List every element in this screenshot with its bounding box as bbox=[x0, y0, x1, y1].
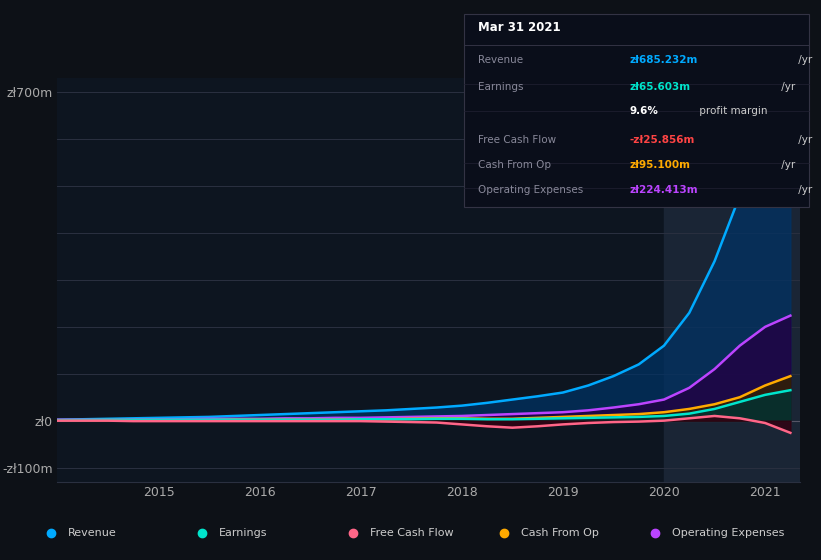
Bar bbox=[664, 78, 800, 482]
Text: 9.6%: 9.6% bbox=[630, 106, 658, 115]
Text: -zł25.856m: -zł25.856m bbox=[630, 134, 695, 144]
Text: /yr: /yr bbox=[795, 185, 812, 195]
Text: /yr: /yr bbox=[778, 160, 796, 170]
Text: Free Cash Flow: Free Cash Flow bbox=[478, 134, 556, 144]
Text: Earnings: Earnings bbox=[478, 82, 523, 92]
Text: Earnings: Earnings bbox=[218, 529, 267, 538]
Text: Cash From Op: Cash From Op bbox=[521, 529, 599, 538]
Text: zł685.232m: zł685.232m bbox=[630, 55, 698, 66]
Text: /yr: /yr bbox=[795, 55, 812, 66]
Text: zł65.603m: zł65.603m bbox=[630, 82, 690, 92]
Text: Mar 31 2021: Mar 31 2021 bbox=[478, 21, 560, 34]
Text: /yr: /yr bbox=[778, 82, 796, 92]
Text: zł224.413m: zł224.413m bbox=[630, 185, 698, 195]
Text: Revenue: Revenue bbox=[478, 55, 523, 66]
Text: /yr: /yr bbox=[795, 134, 812, 144]
Text: Operating Expenses: Operating Expenses bbox=[478, 185, 583, 195]
Text: zł95.100m: zł95.100m bbox=[630, 160, 690, 170]
Text: Free Cash Flow: Free Cash Flow bbox=[369, 529, 453, 538]
Text: profit margin: profit margin bbox=[695, 106, 767, 115]
Text: Revenue: Revenue bbox=[67, 529, 117, 538]
Text: Operating Expenses: Operating Expenses bbox=[672, 529, 784, 538]
Text: Cash From Op: Cash From Op bbox=[478, 160, 551, 170]
